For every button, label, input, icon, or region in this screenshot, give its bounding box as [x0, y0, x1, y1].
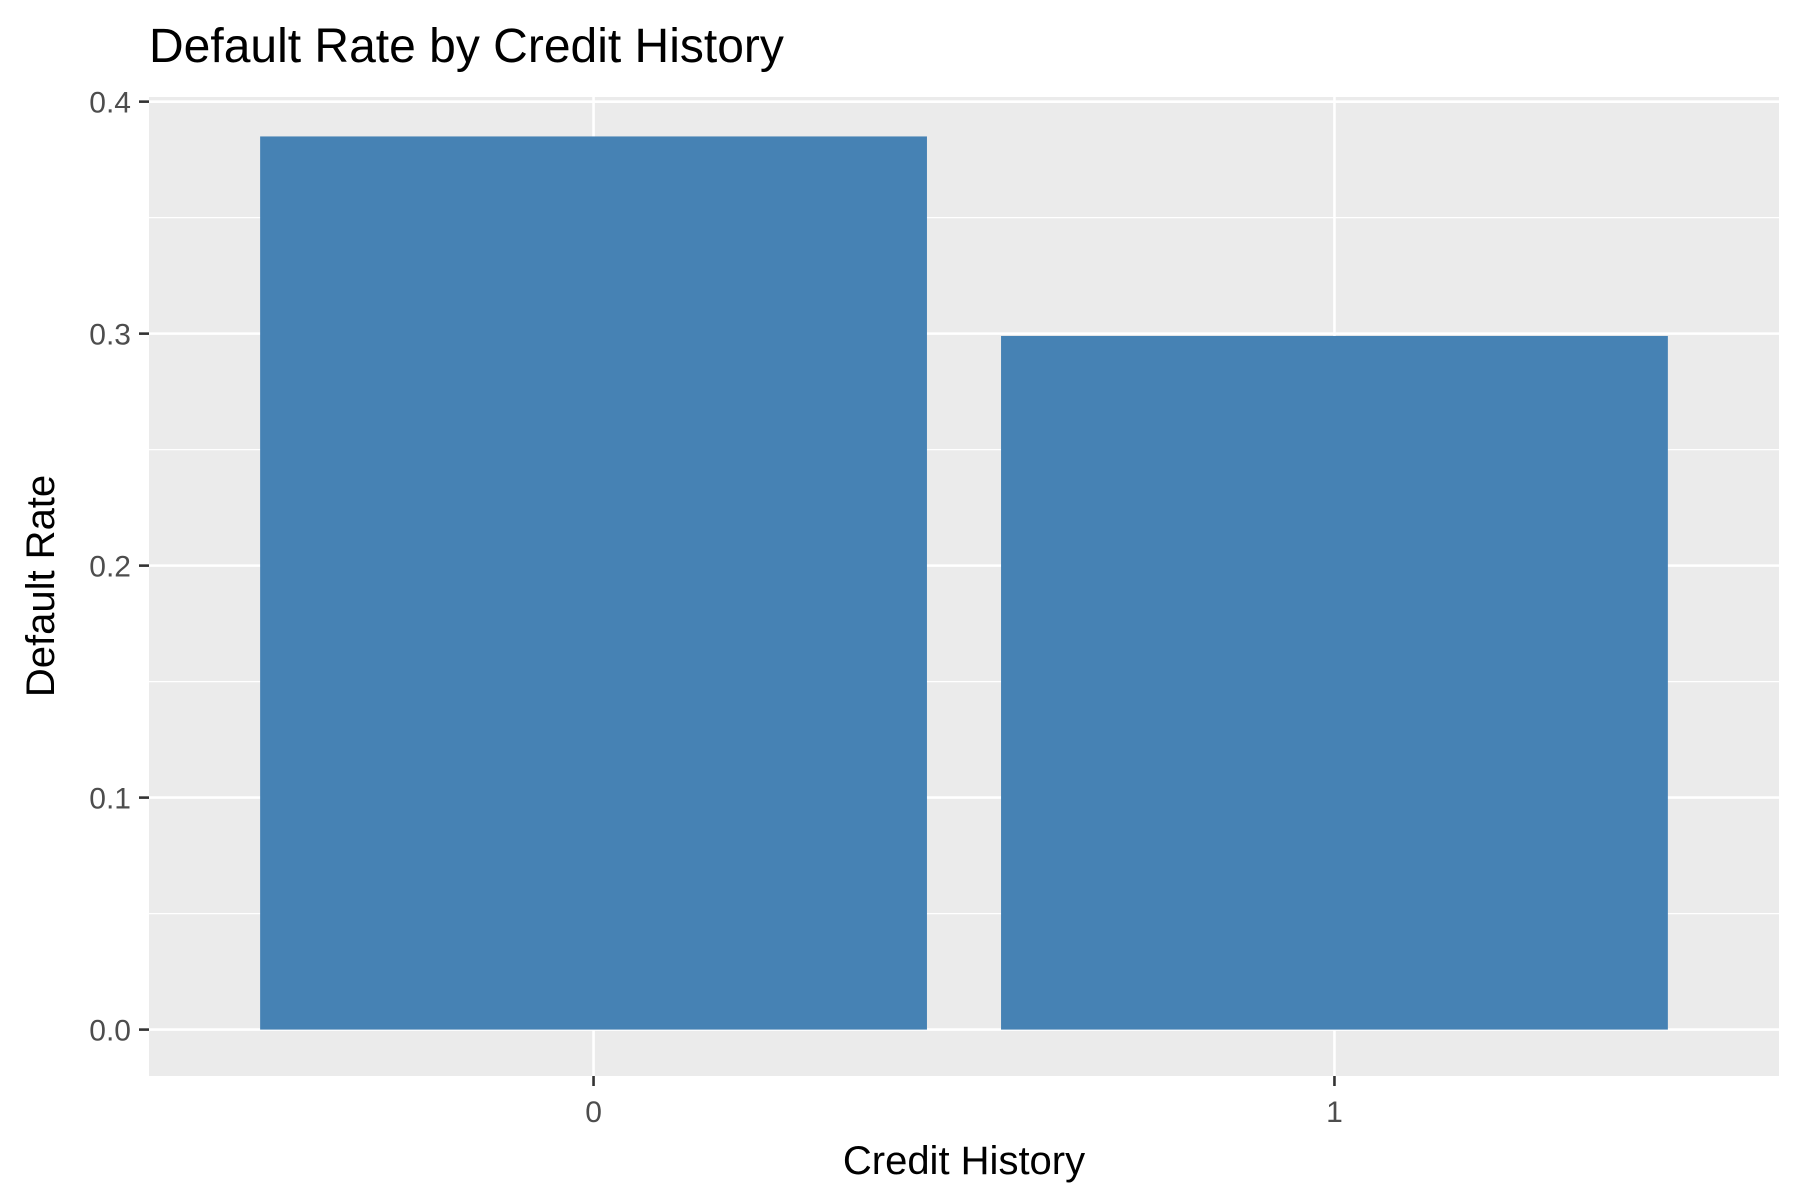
- x-tick-label: 0: [585, 1096, 602, 1129]
- y-tick-label: 0.3: [89, 319, 131, 352]
- y-tick-label: 0.1: [89, 783, 131, 816]
- y-axis-title: Default Rate: [19, 475, 63, 697]
- bar-0: [260, 136, 927, 1030]
- y-tick-label: 0.4: [89, 87, 131, 120]
- x-axis-title: Credit History: [843, 1139, 1085, 1183]
- x-tick-label: 1: [1326, 1096, 1343, 1129]
- bars: [260, 136, 1668, 1030]
- axes: 0.0 0.1 0.2 0.3 0.4 0 1: [89, 87, 1343, 1129]
- chart-title: Default Rate by Credit History: [149, 20, 784, 73]
- bar-1: [1001, 335, 1668, 1030]
- y-tick-label: 0.2: [89, 551, 131, 584]
- y-tick-label: 0.0: [89, 1015, 131, 1048]
